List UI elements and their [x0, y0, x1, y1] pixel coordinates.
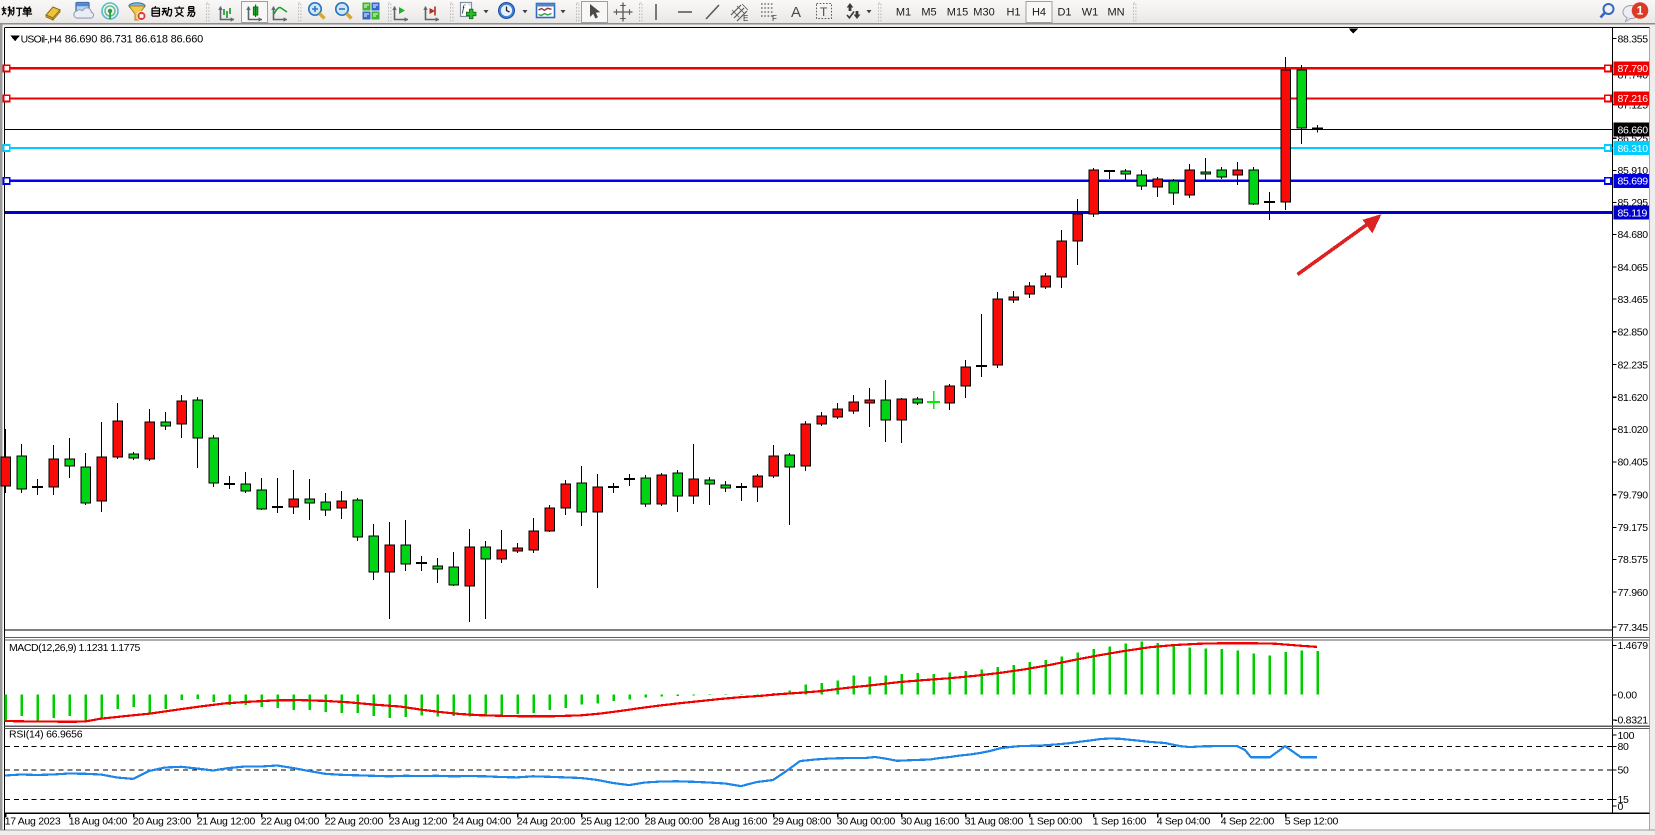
svg-text:80.405: 80.405 [1618, 457, 1649, 469]
svg-text:D1: D1 [1057, 7, 1071, 19]
svg-text:87.790: 87.790 [1618, 63, 1649, 75]
svg-text:22 Aug 04:00: 22 Aug 04:00 [261, 816, 320, 828]
svg-text:88.355: 88.355 [1618, 33, 1649, 45]
svg-text:28 Aug 16:00: 28 Aug 16:00 [709, 816, 768, 828]
svg-text:4 Sep 04:00: 4 Sep 04:00 [1157, 816, 1211, 828]
svg-text:15: 15 [1618, 794, 1630, 806]
svg-text:1.4679: 1.4679 [1618, 640, 1649, 652]
svg-text:18 Aug 04:00: 18 Aug 04:00 [69, 816, 128, 828]
svg-text:25 Aug 12:00: 25 Aug 12:00 [581, 816, 640, 828]
svg-text:86.660: 86.660 [1618, 124, 1649, 136]
svg-text:A: A [791, 4, 801, 21]
svg-text:f: f [462, 4, 466, 14]
svg-text:84.680: 84.680 [1618, 229, 1649, 241]
svg-text:50: 50 [1618, 765, 1630, 777]
svg-text:W1: W1 [1082, 7, 1099, 19]
svg-text:79.175: 79.175 [1618, 522, 1649, 534]
svg-text:79.790: 79.790 [1618, 490, 1649, 502]
svg-text:T: T [820, 5, 828, 19]
svg-text:87.216: 87.216 [1618, 93, 1649, 105]
svg-text:81.020: 81.020 [1618, 424, 1649, 436]
svg-text:4 Sep 22:00: 4 Sep 22:00 [1221, 816, 1275, 828]
svg-text:24 Aug 20:00: 24 Aug 20:00 [517, 816, 576, 828]
svg-text:M15: M15 [947, 7, 968, 19]
svg-text:5 Sep 12:00: 5 Sep 12:00 [1285, 816, 1339, 828]
svg-text:30 Aug 16:00: 30 Aug 16:00 [901, 816, 960, 828]
svg-text:21 Aug 12:00: 21 Aug 12:00 [197, 816, 256, 828]
svg-text:78.575: 78.575 [1618, 554, 1649, 566]
svg-text:86.310: 86.310 [1618, 143, 1649, 155]
svg-text:USOil-,H4: USOil-,H4 [21, 34, 63, 45]
svg-text:80: 80 [1618, 741, 1630, 753]
svg-text:31 Aug 08:00: 31 Aug 08:00 [965, 816, 1024, 828]
svg-text:RSI(14) 66.9656: RSI(14) 66.9656 [9, 729, 83, 741]
svg-text:M1: M1 [896, 7, 911, 19]
svg-text:24 Aug 04:00: 24 Aug 04:00 [453, 816, 512, 828]
svg-text:30 Aug 00:00: 30 Aug 00:00 [837, 816, 896, 828]
svg-text:85.699: 85.699 [1618, 176, 1649, 188]
svg-text:M5: M5 [921, 7, 936, 19]
svg-text:-0.8321: -0.8321 [1614, 715, 1648, 727]
svg-text:H4: H4 [1032, 7, 1046, 19]
svg-text:100: 100 [1618, 730, 1635, 742]
svg-text:E: E [743, 14, 748, 23]
svg-text:77.345: 77.345 [1618, 622, 1649, 634]
svg-text:0: 0 [1618, 801, 1624, 813]
svg-text:86.690 86.731 86.618 86.660: 86.690 86.731 86.618 86.660 [65, 33, 203, 45]
svg-text:82.850: 82.850 [1618, 327, 1649, 339]
svg-text:1 Sep 16:00: 1 Sep 16:00 [1093, 816, 1147, 828]
svg-text:84.065: 84.065 [1618, 262, 1649, 274]
svg-text:23 Aug 12:00: 23 Aug 12:00 [389, 816, 448, 828]
svg-text:1 Sep 00:00: 1 Sep 00:00 [1029, 816, 1083, 828]
svg-text:F: F [772, 14, 777, 23]
svg-text:0.00: 0.00 [1618, 690, 1638, 702]
svg-text:H1: H1 [1006, 7, 1020, 19]
svg-text:29 Aug 08:00: 29 Aug 08:00 [773, 816, 832, 828]
svg-text:83.465: 83.465 [1618, 294, 1649, 306]
svg-text:1: 1 [1637, 4, 1644, 18]
svg-text:77.960: 77.960 [1618, 587, 1649, 599]
svg-text:82.235: 82.235 [1618, 359, 1649, 371]
svg-text:M30: M30 [973, 7, 994, 19]
svg-text:MN: MN [1107, 7, 1124, 19]
svg-text:17 Aug 2023: 17 Aug 2023 [5, 816, 61, 828]
svg-text:MACD(12,26,9) 1.1231 1.1775: MACD(12,26,9) 1.1231 1.1775 [9, 642, 140, 654]
svg-text:22 Aug 20:00: 22 Aug 20:00 [325, 816, 384, 828]
svg-text:20 Aug 23:00: 20 Aug 23:00 [133, 816, 192, 828]
svg-text:28 Aug 00:00: 28 Aug 00:00 [645, 816, 704, 828]
svg-text:81.620: 81.620 [1618, 392, 1649, 404]
svg-text:85.119: 85.119 [1618, 207, 1648, 219]
